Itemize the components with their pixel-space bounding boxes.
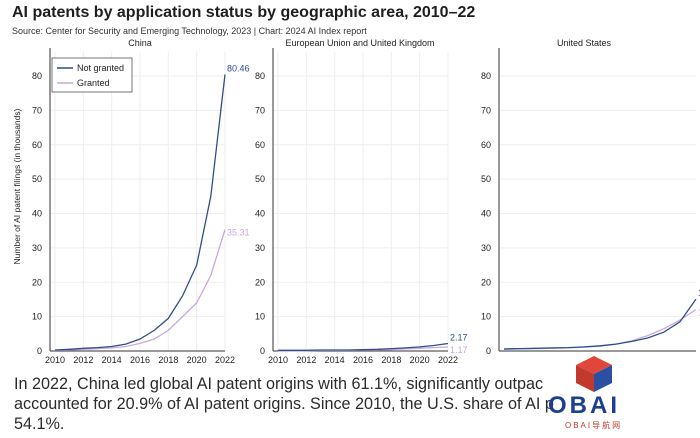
watermark-subtext: OBAI导航网 <box>565 421 623 430</box>
x-tick-label: 2016 <box>130 355 150 365</box>
series-line-not-granted <box>54 74 226 351</box>
x-tick-label: 2022 <box>438 355 458 365</box>
x-tick-label: 2014 <box>325 355 345 365</box>
y-tick-label: 60 <box>481 140 491 150</box>
watermark-text: OBAI <box>548 392 620 419</box>
y-tick-label: 10 <box>32 312 42 322</box>
x-tick-label: 2016 <box>353 355 373 365</box>
y-tick-label: 50 <box>255 174 265 184</box>
legend-box <box>51 57 133 93</box>
data-label-granted: 35.31 <box>227 228 250 238</box>
y-tick-label: 70 <box>481 105 491 115</box>
y-tick-label: 80 <box>255 71 265 81</box>
data-label-granted: 1.17 <box>450 345 468 355</box>
y-tick-label: 0 <box>260 346 265 356</box>
watermark-logo-icon <box>576 356 612 392</box>
y-tick-label: 20 <box>32 277 42 287</box>
caption: In 2022, China led global AI patent orig… <box>14 374 694 434</box>
y-tick-label: 50 <box>481 174 491 184</box>
panel-title: China <box>128 38 152 48</box>
chart-title: AI patents by application status by geog… <box>12 4 476 21</box>
y-tick-label: 10 <box>255 312 265 322</box>
y-tick-label: 0 <box>37 346 42 356</box>
y-tick-label: 40 <box>32 209 42 219</box>
x-tick-label: 2010 <box>268 355 288 365</box>
y-tick-label: 30 <box>32 243 42 253</box>
x-tick-label: 2010 <box>45 355 65 365</box>
series-line-not-granted <box>503 298 697 350</box>
y-tick-label: 80 <box>481 71 491 81</box>
y-tick-label: 40 <box>481 209 491 219</box>
y-tick-label: 40 <box>255 209 265 219</box>
data-label-not-granted: 80.46 <box>227 63 250 73</box>
y-tick-label: 0 <box>486 346 491 356</box>
x-tick-label: 2022 <box>215 355 235 365</box>
x-tick-label: 2020 <box>187 355 207 365</box>
series-line-not-granted <box>278 342 449 351</box>
data-label-granted: 12.08 <box>698 307 700 317</box>
data-label-not-granted: 2.17 <box>450 333 468 343</box>
y-tick-label: 10 <box>481 312 491 322</box>
y-tick-label: 70 <box>255 105 265 115</box>
x-tick-label: 2018 <box>158 355 178 365</box>
x-tick-label: 2018 <box>381 355 401 365</box>
y-tick-label: 50 <box>32 174 42 184</box>
legend-label-granted: Granted <box>77 78 110 88</box>
legend-label-not-granted: Not granted <box>77 63 124 73</box>
y-tick-label: 20 <box>481 277 491 287</box>
y-tick-label: 20 <box>255 277 265 287</box>
x-tick-label: 2012 <box>296 355 316 365</box>
x-tick-label: 2012 <box>73 355 93 365</box>
caption-line-2: accounted for 20.9% of AI patent origins… <box>14 395 554 413</box>
y-tick-label: 30 <box>255 243 265 253</box>
y-tick-label: 60 <box>255 140 265 150</box>
y-axis-label: Number of AI patent filings (in thousand… <box>12 108 22 264</box>
panel-title: United States <box>557 38 612 48</box>
panel-title: European Union and United Kingdom <box>285 38 434 48</box>
caption-line-1: In 2022, China led global AI patent orig… <box>14 375 544 393</box>
series-line-granted <box>54 229 226 351</box>
data-label-not-granted: 15.11 <box>698 288 700 298</box>
chart-source: Source: Center for Security and Emerging… <box>12 26 367 36</box>
x-tick-label: 2020 <box>410 355 430 365</box>
y-tick-label: 60 <box>32 140 42 150</box>
y-tick-label: 80 <box>32 71 42 81</box>
y-tick-label: 70 <box>32 105 42 115</box>
y-tick-label: 30 <box>481 243 491 253</box>
x-tick-label: 2014 <box>102 355 122 365</box>
caption-line-3: 54.1%. <box>14 415 65 433</box>
